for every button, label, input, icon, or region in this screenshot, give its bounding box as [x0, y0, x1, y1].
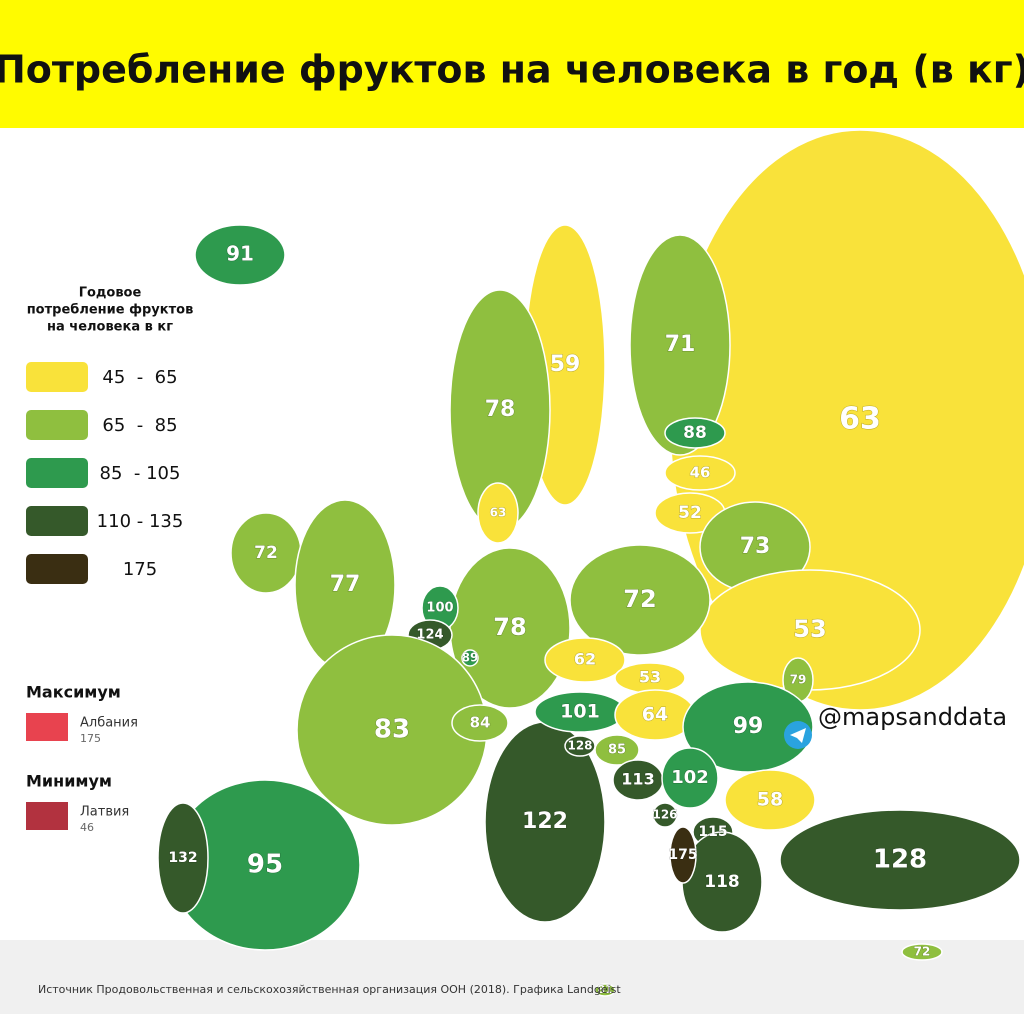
- region: [451, 704, 509, 742]
- region-value: 79: [790, 673, 807, 687]
- region: [157, 802, 209, 914]
- region-value: 89: [462, 651, 479, 665]
- region-value: 113: [621, 770, 654, 789]
- region: [594, 983, 616, 997]
- region-value: 128: [873, 845, 927, 875]
- region-value: 118: [704, 872, 740, 892]
- region-value: 122: [522, 809, 568, 834]
- legend-label: 85 - 105: [100, 463, 181, 484]
- region: [652, 802, 678, 828]
- region: [594, 734, 640, 766]
- region-value: 88: [683, 423, 707, 443]
- region-value: 64: [642, 704, 668, 726]
- region: [901, 943, 943, 961]
- source: Источник Продовольственная и сельскохозя…: [38, 983, 621, 996]
- title-bar: [0, 0, 1024, 128]
- region-labels: 63 91 59 71 78 88 46 52 63 73 72 77 53 72 78 100 124 89 83…: [168, 241, 931, 997]
- handle: @mapsanddata: [818, 703, 1007, 731]
- region: [544, 637, 626, 683]
- region-value: 53: [639, 668, 661, 687]
- region: [569, 544, 711, 656]
- maximum-title: Максимум: [26, 683, 121, 702]
- legend-label: 45 - 65: [102, 367, 177, 388]
- region: [724, 769, 816, 831]
- minimum-flag: [26, 802, 68, 830]
- region: [629, 234, 731, 456]
- region-value: 83: [374, 715, 410, 745]
- region-value: 62: [574, 650, 596, 669]
- region-value: 78: [485, 397, 516, 422]
- legend-label: 65 - 85: [102, 415, 177, 436]
- title: Потребление фруктов на человека в год (в…: [0, 48, 1024, 92]
- region-value: 53: [793, 615, 826, 643]
- legend: Годовое потребление фруктов на человека в …: [26, 286, 194, 834]
- region-value: 81: [597, 983, 612, 996]
- region-value: 46: [690, 464, 711, 482]
- region-value: 101: [560, 701, 600, 723]
- legend-swatch: [26, 506, 88, 536]
- maximum-value: 175: [80, 732, 101, 745]
- region-value: 73: [740, 534, 771, 559]
- legend-swatch: [26, 362, 88, 392]
- region-value: 100: [426, 601, 453, 616]
- telegram-plane: [790, 728, 806, 743]
- minimum-title: Минимум: [26, 772, 112, 791]
- region-value: 77: [330, 572, 361, 597]
- region: [664, 455, 736, 491]
- region-value: 84: [470, 714, 491, 732]
- region-value: 72: [623, 585, 656, 613]
- region: [661, 747, 719, 809]
- legend-title: на человека в кг: [47, 320, 173, 335]
- region: [664, 417, 726, 449]
- region-value: 63: [490, 506, 507, 520]
- region-value: 78: [493, 613, 526, 641]
- minimum-country: Латвия: [80, 805, 129, 820]
- region: [477, 482, 519, 544]
- region: [779, 809, 1021, 911]
- region-value: 99: [733, 714, 764, 739]
- region-value: 95: [247, 850, 283, 880]
- legend-label: 110 - 135: [97, 511, 184, 532]
- region-value: 71: [665, 332, 696, 357]
- region-value: 72: [914, 945, 931, 959]
- region-value: 115: [698, 824, 727, 840]
- region-value: 85: [608, 743, 626, 758]
- region: [669, 826, 697, 884]
- maximum-flag: [26, 713, 68, 741]
- minimum-value: 46: [80, 821, 94, 834]
- region-value: 132: [168, 850, 197, 866]
- region-value: 91: [226, 242, 254, 266]
- legend-swatch: [26, 554, 88, 584]
- region-value: 59: [550, 352, 581, 377]
- legend-label: 175: [123, 559, 157, 580]
- region: [194, 224, 286, 286]
- region-value: 102: [671, 767, 709, 788]
- region-value: 128: [567, 739, 592, 753]
- region-value: 175: [668, 847, 697, 863]
- maximum-country: Албания: [80, 716, 138, 731]
- legend-swatch: [26, 458, 88, 488]
- legend-swatch: [26, 410, 88, 440]
- region: [682, 681, 814, 773]
- africa-land: [0, 940, 1024, 1014]
- legend-title: Годовое: [79, 286, 142, 301]
- region-value: 63: [839, 402, 881, 437]
- legend-title: потребление фруктов: [27, 303, 194, 318]
- region: [461, 649, 479, 667]
- region-value: 52: [678, 503, 702, 523]
- region-value: 58: [757, 789, 783, 811]
- region-value: 124: [416, 628, 443, 643]
- regions: [157, 129, 1024, 997]
- region-value: 126: [652, 808, 677, 822]
- region-value: 72: [254, 543, 278, 563]
